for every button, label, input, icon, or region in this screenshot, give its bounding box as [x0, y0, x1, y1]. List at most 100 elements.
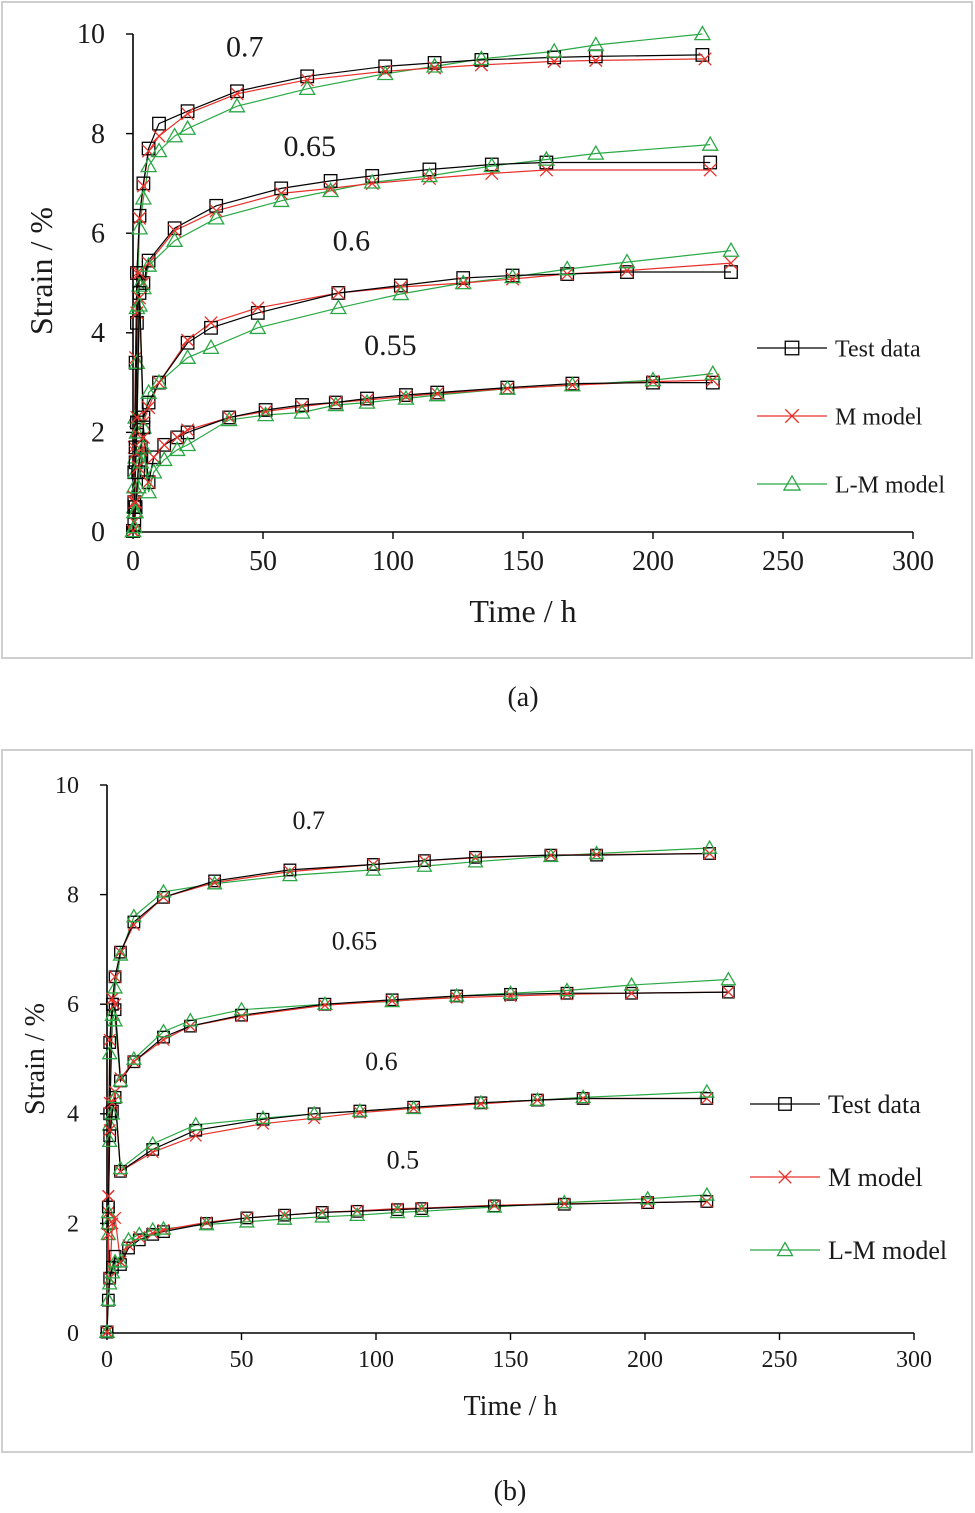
- panel-a-curve-0.7-lm-model-point: [178, 119, 197, 135]
- panel-b-curve-0.6-m-model-point: [531, 1093, 544, 1107]
- panel-a-plot: 0 50 100 150 200 250 300 0 2 4 6 8 10 Time / h Strain …: [23, 19, 945, 629]
- panel-a-curve-0.65-test-data-point: [703, 155, 718, 170]
- panel-a-curve-0.65-lm-model-point: [420, 167, 439, 183]
- panel-b-curve-0.7-test-data-point: [283, 863, 297, 877]
- panel-a-curve-0.6-lm-model-point: [503, 268, 522, 284]
- panel-b-curve-0.5-test-data-point: [240, 1211, 254, 1225]
- panel-a-curve-0.65-test-data-point: [422, 162, 437, 177]
- panel-b-curve-0.65-lm-model-point: [101, 1045, 118, 1060]
- panel-b-y-tick-label: 8: [67, 883, 79, 909]
- panel-b-curve-0.5-lm-model-point: [100, 1291, 117, 1306]
- panel-b-curve-label: 0.7: [293, 806, 326, 835]
- panel-b-curve-0.5-lm-model-point: [639, 1190, 656, 1205]
- panel-b-x-tick-label: 0: [101, 1347, 113, 1373]
- panel-a-curve-0.65-lm-model-point: [130, 276, 149, 292]
- panel-b-curve-0.5-m-model-point: [108, 1211, 122, 1225]
- panel-b-curve-0.7-lm-model-point: [588, 845, 605, 860]
- panel-b-curve-0.7-lm-model-point: [701, 839, 718, 854]
- panel-b-curve-0.6-test-data-line: [106, 1097, 707, 1332]
- panel-a-curve-0.6-lm-model-point: [329, 299, 348, 315]
- panel-a-curve-0.55-lm-model-line: [132, 373, 713, 532]
- panel-a-legend-lm-model-label: L-M model: [835, 472, 945, 498]
- panel-b-curve-0.6-lm-model-point: [255, 1109, 272, 1125]
- panel-a-curve-0.6-m-model-point: [127, 495, 142, 509]
- panel-a-curve-0.55-m-model-point: [500, 381, 515, 396]
- panel-a-curve-0.6-m-model-point: [180, 333, 195, 347]
- panel-a-legend-test-data-marker: [784, 340, 800, 356]
- panel-a-y-tick-label: 0: [91, 517, 105, 548]
- panel-b-curve-0.6-lm-model-point: [306, 1105, 323, 1120]
- panel-b-curve-0.5-test-data-line: [106, 1200, 707, 1332]
- panel-a-curve-0.65-m-model-point: [485, 166, 499, 181]
- panel-b-legend-lm-model-marker: [776, 1241, 794, 1257]
- panel-a-curve-0.55-lm-model-point: [327, 396, 345, 412]
- panel-a-curve-0.55-test-data-point: [705, 375, 720, 390]
- panel-a-curve-0.65-test-data-line: [132, 161, 711, 532]
- panel-a-curve-0.7-m-model-point: [589, 53, 603, 68]
- panel-b-curve-label: 0.65: [332, 926, 378, 955]
- panel-a-curve-0.7-lm-model-point: [139, 157, 158, 173]
- panel-b-x-tick-label: 250: [762, 1347, 798, 1373]
- panel-a-curve-0.6-lm-model-point: [454, 274, 472, 290]
- panel-a-curve-0.55-test-data-point: [128, 500, 143, 515]
- panel-b-curve-0.6-test-data-point: [576, 1092, 590, 1105]
- panel-a-curve-0.6-m-model-point: [331, 286, 346, 300]
- panel-b-curve-0.65-lm-model-point: [623, 976, 640, 991]
- panel-b-y-tick-label: 6: [67, 992, 79, 1018]
- panel-a-curve-0.55-lm-model-point: [132, 453, 150, 469]
- panel-a-curve-0.6-lm-model-point: [130, 296, 149, 312]
- panel-a-curve-0.65-lm-model-point: [587, 144, 605, 160]
- panel-a-curve-0.55-lm-model-point: [563, 376, 582, 392]
- panel-a-curve-0.65-lm-model-point: [701, 135, 719, 151]
- panel-a-curve-0.55-m-model-point: [134, 443, 148, 457]
- panel-a-curve-0.7-m-model-point: [230, 87, 244, 101]
- panel-a-frame: [1, 1, 973, 659]
- panel-a-curve-0.65-lm-model-point: [207, 209, 225, 225]
- panel-a-curve-0.55-lm-model-point: [125, 518, 143, 534]
- panel-a-curve-0.65-m-model-point: [539, 163, 554, 177]
- panel-a-curve-0.55-m-model-point: [706, 373, 720, 387]
- panel-a-curve-0.6-lm-model-point: [558, 260, 576, 276]
- panel-b-curve-0.6-m-model-point: [700, 1092, 714, 1105]
- panel-a-curve-0.55-m-model-point: [565, 378, 580, 392]
- panel-b-curve-0.7-lm-model-point: [107, 979, 124, 994]
- panel-b-curve-0.5-lm-model-point: [314, 1208, 331, 1223]
- panel-a-curve-0.55-m-model-point: [136, 430, 151, 445]
- panel-a-curve-0.55-test-data-point: [360, 391, 374, 406]
- panel-b-y-axis-label: Strain / %: [20, 1003, 51, 1115]
- panel-b-curve-0.5-lm-model-point: [155, 1220, 172, 1235]
- panel-a-curve-0.55-lm-model-point: [134, 438, 153, 454]
- panel-a-y-tick-label: 8: [91, 119, 105, 150]
- panel-a-curve-0.55-test-data-point: [399, 388, 413, 402]
- panel-a-curve-0.55-m-model-point: [180, 423, 195, 437]
- panel-b-caption: (b): [494, 1476, 527, 1507]
- panel-b-x-tick-label: 200: [627, 1347, 663, 1373]
- panel-a-curve-0.6-test-data-point: [724, 265, 738, 279]
- panel-b-curve-0.7-lm-model-point: [542, 848, 559, 863]
- panel-a-curve-0.6-m-model-point: [724, 256, 738, 270]
- panel-a-curve-0.6-lm-model-point: [618, 253, 636, 269]
- panel-a-curve-0.6-test-data-point: [620, 265, 634, 279]
- panel-a-x-tick-label: 0: [126, 546, 140, 577]
- panel-a-curve-0.55-m-model-point: [170, 430, 184, 445]
- panel-b-curve-0.65-test-data-point: [721, 985, 735, 999]
- panel-a-curve-0.65-lm-model-point: [272, 192, 290, 208]
- panel-b-legend-test-data-label: Test data: [828, 1090, 921, 1119]
- panel-b-curve-0.6-m-model-point: [189, 1129, 202, 1142]
- panel-a-curve-0.55-m-model-point: [157, 438, 171, 452]
- panel-a-curve-0.65-lm-model-point: [363, 173, 381, 189]
- panel-a-curve-0.7-m-model-point: [152, 129, 166, 143]
- panel-a-curve-0.65-m-model-point: [167, 224, 182, 238]
- panel-b-plot: 0 50 100 150 200 250 300 0 2 4 6 8 10 Time / h Strain …: [20, 773, 947, 1422]
- panel-b-y-tick-label: 10: [55, 773, 79, 799]
- panel-b-curve-0.6-lm-model-point: [100, 1204, 117, 1219]
- panel-b-curve-0.7-test-data-point: [418, 854, 431, 868]
- panel-a-curve-0.7-m-model-point: [180, 106, 195, 121]
- panel-b-curve-0.6-test-data-point: [101, 1200, 115, 1214]
- panel-a-curve-0.55-lm-model-point: [178, 436, 197, 452]
- panel-a-curve-0.65-m-model-point: [703, 163, 717, 177]
- panel-b-curve-0.5-lm-model-point: [98, 1323, 116, 1338]
- panel-a-curve-0.7-lm-model-point: [298, 79, 316, 96]
- panel-b-curve-0.7-lm-model-point: [206, 875, 223, 890]
